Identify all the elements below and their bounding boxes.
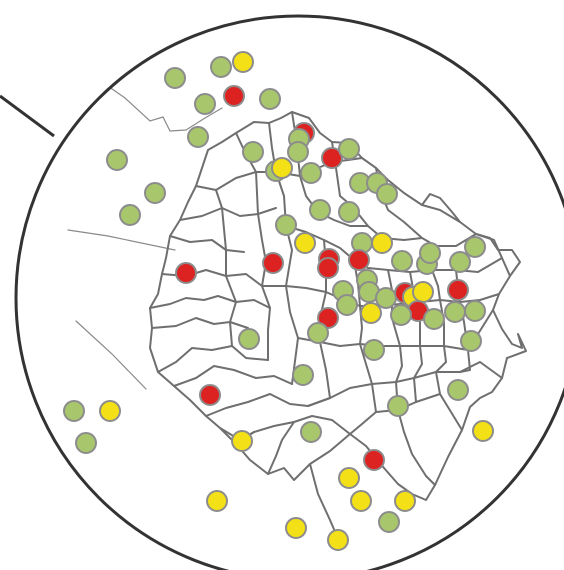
location-marker-red [175, 262, 197, 284]
district-line-34 [475, 233, 521, 277]
lens-ring [14, 14, 564, 570]
district-line-7 [157, 345, 269, 373]
district-line-2 [179, 207, 277, 221]
location-marker-yellow [472, 420, 494, 442]
location-marker-green [338, 201, 360, 223]
location-marker-red [262, 252, 284, 274]
location-marker-green [460, 330, 482, 352]
location-marker-yellow [394, 490, 416, 512]
location-marker-green [144, 182, 166, 204]
location-marker-red [363, 449, 385, 471]
district-line-33 [421, 193, 461, 223]
location-marker-green [336, 294, 358, 316]
district-boundaries [149, 111, 527, 549]
location-marker-yellow [206, 490, 228, 512]
location-marker-green [242, 141, 264, 163]
district-line-13 [255, 171, 271, 361]
district-line-3 [169, 235, 245, 253]
location-marker-green [363, 339, 385, 361]
location-marker-yellow [231, 430, 253, 452]
location-marker-green [338, 138, 360, 160]
outer-region-lines [67, 83, 223, 390]
location-marker-green [390, 304, 412, 326]
district-line-14 [275, 171, 299, 385]
location-marker-green [187, 126, 209, 148]
district-line-6 [151, 317, 249, 329]
outer-line-southwest [75, 320, 147, 390]
district-line-10 [235, 415, 351, 445]
location-marker-green [75, 432, 97, 454]
location-marker-red [447, 279, 469, 301]
location-marker-green [309, 199, 331, 221]
location-marker-yellow [271, 157, 293, 179]
district-line-11 [267, 421, 295, 475]
district-line-12 [215, 189, 237, 347]
district-line-8 [173, 365, 293, 387]
location-marker-green [378, 511, 400, 533]
district-line-22 [297, 309, 494, 351]
location-marker-green [300, 162, 322, 184]
location-marker-yellow [371, 232, 393, 254]
location-marker-green [259, 88, 281, 110]
location-marker-red [321, 147, 343, 169]
location-marker-green [238, 328, 260, 350]
location-marker-red [348, 249, 370, 271]
location-marker-green [106, 149, 128, 171]
location-marker-green [194, 93, 216, 115]
location-marker-green [119, 204, 141, 226]
location-marker-green [447, 379, 469, 401]
location-marker-yellow [338, 467, 360, 489]
location-marker-green [376, 183, 398, 205]
location-marker-green [375, 287, 397, 309]
location-marker-yellow [360, 302, 382, 324]
lens-interior [63, 51, 527, 551]
location-marker-green [419, 242, 441, 264]
district-line-18 [331, 141, 423, 241]
lens-handle [0, 94, 55, 138]
location-marker-red [317, 257, 339, 279]
district-line-32 [397, 409, 436, 486]
location-marker-green [449, 251, 471, 273]
location-marker-green [63, 400, 85, 422]
district-line-28 [431, 269, 447, 395]
location-marker-green [423, 308, 445, 330]
location-marker-yellow [285, 517, 307, 539]
district-line-31 [349, 411, 377, 435]
location-markers [63, 51, 494, 551]
location-marker-green [275, 214, 297, 236]
location-marker-red [223, 85, 245, 107]
location-marker-green [292, 364, 314, 386]
location-marker-yellow [99, 400, 121, 422]
location-marker-green [444, 301, 466, 323]
location-marker-green [307, 322, 329, 344]
location-marker-green [300, 421, 322, 443]
district-line-5 [149, 295, 271, 309]
location-marker-green [287, 141, 309, 163]
location-marker-yellow [294, 232, 316, 254]
location-marker-green [391, 250, 413, 272]
location-marker-green [164, 67, 186, 89]
location-marker-green [464, 300, 486, 322]
location-marker-green [464, 236, 486, 258]
location-marker-green [387, 395, 409, 417]
outer-line-west [67, 229, 176, 251]
location-marker-yellow [350, 490, 372, 512]
location-marker-yellow [327, 529, 349, 551]
location-marker-green [210, 56, 232, 78]
district-line-25 [353, 259, 377, 413]
location-marker-red [199, 384, 221, 406]
location-marker-red [317, 307, 339, 329]
district-line-1 [195, 171, 277, 191]
outer-line-north [104, 83, 223, 132]
location-marker-yellow [232, 51, 254, 73]
location-marker-yellow [412, 281, 434, 303]
